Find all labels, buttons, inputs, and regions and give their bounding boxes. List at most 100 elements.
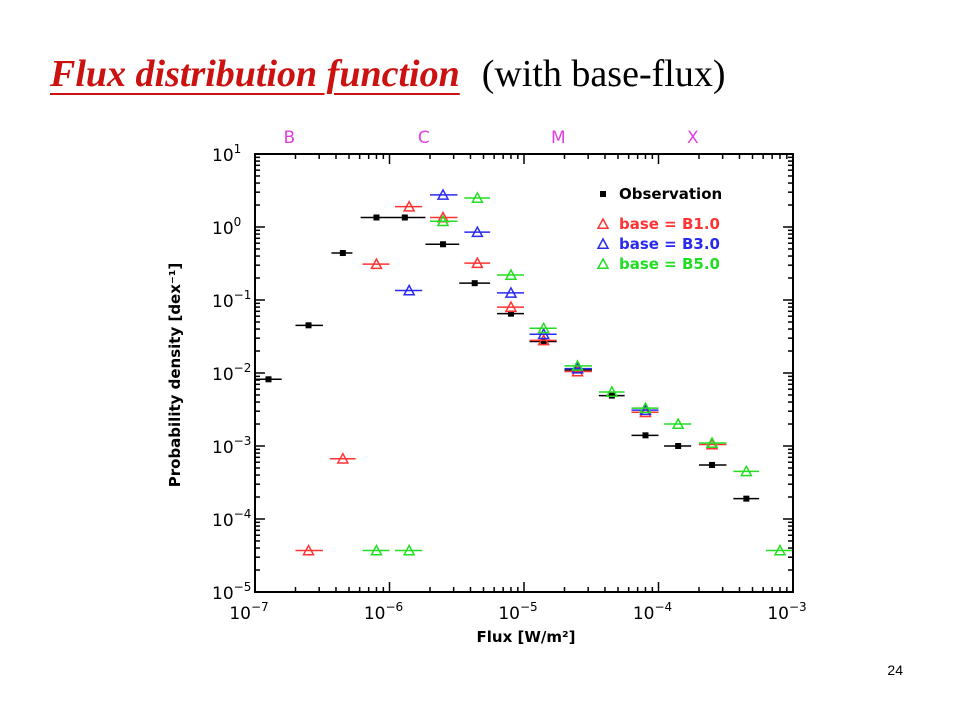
- data-point-base-b1-0: [302, 543, 315, 556]
- x-tick-label: 10−3: [767, 600, 806, 624]
- x-tick-label-exponent: −3: [789, 600, 807, 614]
- y-tick-label: 100: [212, 215, 241, 239]
- axis-ticks: [254, 154, 793, 593]
- data-point-base-b5-0: [639, 401, 652, 414]
- legend-marker-base-b1-0: [596, 217, 610, 229]
- y-tick-label-exponent: 0: [234, 215, 242, 229]
- series-base-b1-0: [295, 200, 727, 556]
- y-tick-label-base: 10: [212, 511, 234, 531]
- x-tick-label-exponent: −7: [251, 600, 269, 614]
- legend-label-base-b3-0: base = B3.0: [619, 235, 720, 253]
- series-base-b5-0: [362, 191, 793, 556]
- x-tick-label: 10−5: [498, 600, 537, 624]
- data-point-observation: [440, 241, 447, 248]
- data-point-base-b5-0: [671, 417, 685, 430]
- y-tick-label-base: 10: [212, 365, 234, 385]
- data-point-observation: [507, 310, 514, 317]
- y-tick-label: 10−3: [212, 434, 251, 458]
- x-tick-label-base: 10: [498, 604, 520, 624]
- y-tick-label: 10−5: [212, 580, 251, 604]
- data-point-observation: [743, 495, 750, 502]
- y-tick-label: 10−1: [212, 288, 251, 312]
- data-point-observation: [401, 214, 408, 221]
- data-point-base-b3-0: [504, 286, 518, 298]
- y-tick-label: 101: [212, 142, 241, 166]
- series-observation: [255, 214, 760, 502]
- data-point-base-b3-0: [436, 188, 450, 200]
- x-tick-labels: 10−7 10−6 10−5 10−4 10−3: [229, 600, 806, 624]
- data-point-base-b3-0: [471, 225, 484, 238]
- data-point-observation: [675, 443, 682, 449]
- data-point-base-b5-0: [370, 543, 383, 556]
- x-axis-label: Flux [W/m²]: [477, 628, 576, 646]
- x-tick-label-base: 10: [633, 604, 655, 624]
- x-tick-label: 10−4: [633, 600, 672, 624]
- plot-marks: [255, 188, 793, 556]
- data-point-base-b5-0: [705, 436, 719, 448]
- data-point-base-b1-0: [504, 300, 518, 313]
- legend-marker-base-b3-0: [596, 237, 610, 249]
- flare-class-label-c: C: [418, 128, 430, 148]
- data-point-base-b5-0: [402, 543, 416, 556]
- y-tick-label-exponent: −3: [234, 434, 252, 448]
- y-tick-label-base: 10: [212, 438, 234, 458]
- x-tick-label: 10−7: [229, 600, 268, 624]
- data-point-observation: [305, 322, 312, 329]
- x-tick-label-exponent: −4: [654, 600, 672, 614]
- data-point-base-b1-0: [571, 364, 584, 377]
- data-point-base-b1-0: [370, 257, 383, 270]
- y-tick-label-base: 10: [212, 584, 234, 604]
- data-point-base-b1-0: [402, 200, 416, 212]
- data-point-base-b5-0: [571, 359, 584, 371]
- data-point-base-b5-0: [504, 268, 518, 281]
- flare-class-label-m: M: [551, 128, 566, 148]
- y-tick-label-exponent: −2: [234, 361, 252, 375]
- data-point-base-b5-0: [740, 464, 753, 477]
- data-point-base-b5-0: [773, 543, 787, 556]
- slide-title-main: Flux distribution function: [50, 53, 460, 95]
- data-point-base-b5-0: [537, 321, 550, 334]
- data-point-base-b3-0: [639, 403, 652, 416]
- data-point-base-b1-0: [537, 333, 550, 346]
- data-point-base-b5-0: [605, 385, 619, 397]
- legend-label-base-b5-0: base = B5.0: [619, 255, 720, 273]
- flare-class-label-x: X: [687, 128, 699, 148]
- y-tick-label-exponent: 1: [234, 142, 242, 156]
- legend-marker-observation: [600, 191, 606, 197]
- data-point-observation: [373, 214, 380, 221]
- data-point-base-b3-0: [571, 361, 584, 374]
- y-tick-label-base: 10: [212, 219, 234, 239]
- series-base-b3-0: [395, 188, 659, 416]
- legend-marker-base-b5-0: [596, 257, 610, 269]
- data-point-observation: [471, 280, 478, 287]
- flare-class-label-b: B: [283, 128, 295, 148]
- data-point-base-b1-0: [471, 256, 484, 269]
- x-tick-label-base: 10: [229, 604, 251, 624]
- y-tick-label-base: 10: [212, 146, 234, 166]
- data-point-observation: [709, 461, 716, 468]
- data-point-observation: [339, 250, 346, 257]
- y-tick-label-base: 10: [212, 292, 234, 312]
- x-tick-label-base: 10: [364, 604, 386, 624]
- data-point-observation: [642, 432, 649, 439]
- data-point-base-b1-0: [336, 452, 350, 464]
- slide-title-subtitle: (with base-flux): [481, 53, 726, 95]
- data-point-observation: [540, 338, 547, 345]
- y-tick-label-exponent: −4: [234, 507, 252, 521]
- y-tick-label: 10−2: [212, 361, 251, 385]
- slide-title: Flux distribution function (with base-flu…: [50, 44, 725, 104]
- y-axis-label: Probability density [dex⁻¹]: [166, 263, 184, 488]
- data-point-base-b3-0: [402, 283, 416, 296]
- legend-label-base-b1-0: base = B1.0: [619, 215, 720, 233]
- y-tick-label-exponent: −1: [234, 288, 252, 302]
- data-point-base-b3-0: [537, 327, 550, 340]
- legend-label-observation: Observation: [619, 185, 722, 203]
- page-number: 24: [887, 662, 903, 678]
- y-tick-label: 10−4: [212, 507, 251, 531]
- x-tick-label-exponent: −5: [520, 600, 538, 614]
- x-tick-label-base: 10: [767, 604, 789, 624]
- data-point-base-b5-0: [471, 191, 484, 203]
